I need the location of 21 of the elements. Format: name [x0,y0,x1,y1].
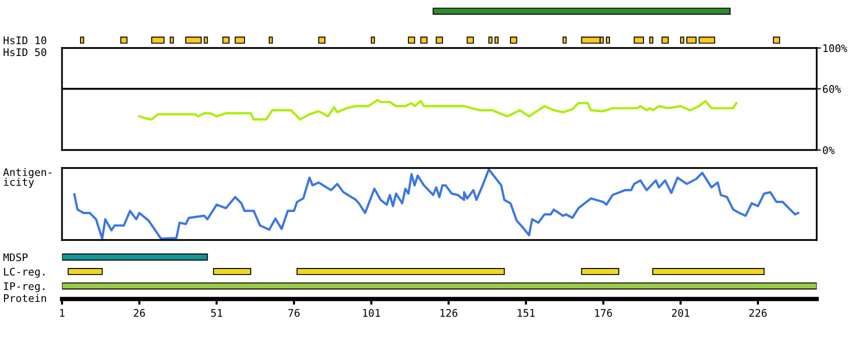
y-tick-label: MDSP [3,253,28,262]
y-tick-label: IP-reg. [4,282,44,292]
x-tick-label: 126 [440,308,458,317]
y-tick-label: 0% [822,146,835,154]
x-tick-label: 201 [672,308,690,317]
y-axis-title: HsID 50 [4,48,46,56]
x-tick-label: 51 [211,309,222,317]
x-tick-label: 151 [518,309,535,317]
x-tick-label: 76 [288,308,300,317]
x-tick-label: 176 [595,308,612,317]
x-tick-label: 26 [134,308,145,317]
y-tick-label: LC-reg. [4,268,44,278]
x-tick-label: 1 [60,309,64,317]
y-axis-title: Antigen- icity [3,168,52,188]
y-tick-label: 60% [822,85,841,93]
y-tick-label: 100% [824,44,848,52]
y-tick-label: HsID 10 [4,36,46,44]
x-tick-label: 226 [749,308,767,317]
x-axis-title: Protein [4,294,46,302]
line-series [138,98,738,121]
x-tick-label: 101 [363,308,380,317]
